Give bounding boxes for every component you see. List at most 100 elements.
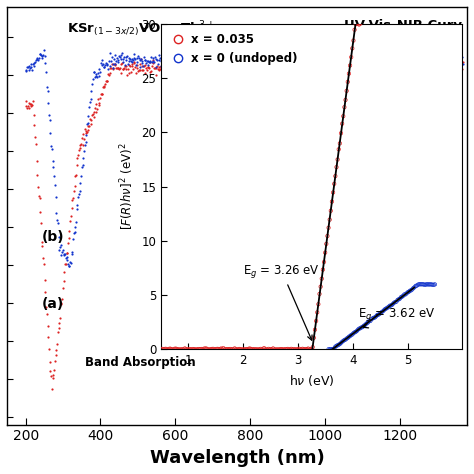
Point: [215, 56, 222, 64]
Point: [39, 254, 47, 262]
Point: [434, 54, 442, 62]
Point: [337, 57, 344, 65]
Point: [412, 58, 419, 65]
Point: [285, 70, 292, 77]
Point: [245, 55, 252, 63]
Point: [302, 67, 310, 74]
Point: [366, 61, 374, 68]
Point: [289, 62, 297, 69]
Point: [126, 55, 134, 63]
Point: [301, 59, 309, 67]
Point: [207, 57, 214, 64]
Point: [82, 138, 89, 146]
Point: [153, 64, 160, 71]
Point: [221, 64, 229, 72]
Text: (b): (b): [41, 230, 64, 244]
Point: [109, 64, 117, 72]
Point: [113, 55, 121, 62]
Point: [89, 75, 97, 82]
Point: [53, 209, 60, 216]
Point: [431, 53, 439, 61]
Point: [269, 64, 276, 72]
Point: [190, 56, 197, 64]
Point: [79, 141, 86, 148]
Point: [73, 201, 81, 209]
Point: [88, 87, 95, 95]
Point: [301, 66, 308, 74]
Point: [45, 99, 52, 107]
Point: [266, 52, 273, 60]
Point: [223, 62, 230, 69]
Point: [202, 68, 210, 76]
Point: [164, 54, 171, 61]
Point: [114, 64, 121, 72]
Point: [394, 67, 402, 75]
Point: [371, 59, 378, 67]
Point: [342, 60, 349, 68]
Point: [155, 56, 162, 64]
Point: [93, 70, 100, 78]
Point: [107, 62, 114, 70]
Point: [334, 63, 341, 70]
Point: [170, 47, 178, 55]
Point: [28, 101, 36, 109]
Point: [253, 62, 261, 70]
Point: [164, 60, 172, 67]
Point: [436, 57, 443, 64]
Point: [130, 58, 137, 66]
Point: [175, 59, 183, 67]
Point: [80, 135, 88, 143]
Point: [340, 66, 348, 73]
Point: [296, 65, 304, 73]
Point: [61, 250, 68, 258]
Point: [417, 68, 424, 75]
Point: [222, 59, 229, 66]
Point: [198, 64, 205, 72]
Point: [437, 55, 445, 63]
Point: [247, 62, 255, 70]
Point: [369, 58, 377, 65]
Point: [265, 59, 273, 66]
Point: [100, 63, 108, 71]
Point: [94, 95, 102, 103]
Point: [337, 50, 345, 57]
Point: [326, 59, 333, 67]
Point: [346, 57, 354, 65]
Point: [226, 67, 233, 75]
Point: [88, 112, 96, 119]
Point: [385, 51, 393, 59]
Point: [384, 60, 392, 68]
Point: [191, 68, 198, 76]
Point: [205, 63, 213, 70]
Point: [445, 62, 453, 70]
Point: [345, 62, 352, 69]
Point: [98, 62, 105, 69]
Point: [180, 61, 188, 69]
Point: [379, 61, 386, 68]
Point: [30, 62, 37, 70]
Point: [48, 385, 56, 393]
Point: [201, 53, 209, 61]
Point: [259, 64, 267, 72]
Point: [378, 57, 386, 65]
Point: [303, 64, 310, 71]
Point: [70, 187, 78, 195]
Point: [332, 65, 340, 73]
Point: [177, 67, 184, 75]
Point: [263, 53, 270, 61]
Point: [219, 58, 227, 66]
Point: [363, 59, 370, 66]
Point: [365, 60, 373, 68]
Point: [381, 62, 389, 70]
Point: [233, 62, 240, 70]
Point: [61, 261, 69, 268]
Point: [58, 248, 66, 256]
Point: [263, 67, 270, 75]
Point: [359, 66, 367, 74]
Point: [273, 57, 281, 65]
Point: [313, 57, 321, 64]
Point: [368, 69, 375, 77]
Point: [260, 53, 267, 60]
Point: [428, 63, 435, 71]
Point: [266, 66, 273, 73]
